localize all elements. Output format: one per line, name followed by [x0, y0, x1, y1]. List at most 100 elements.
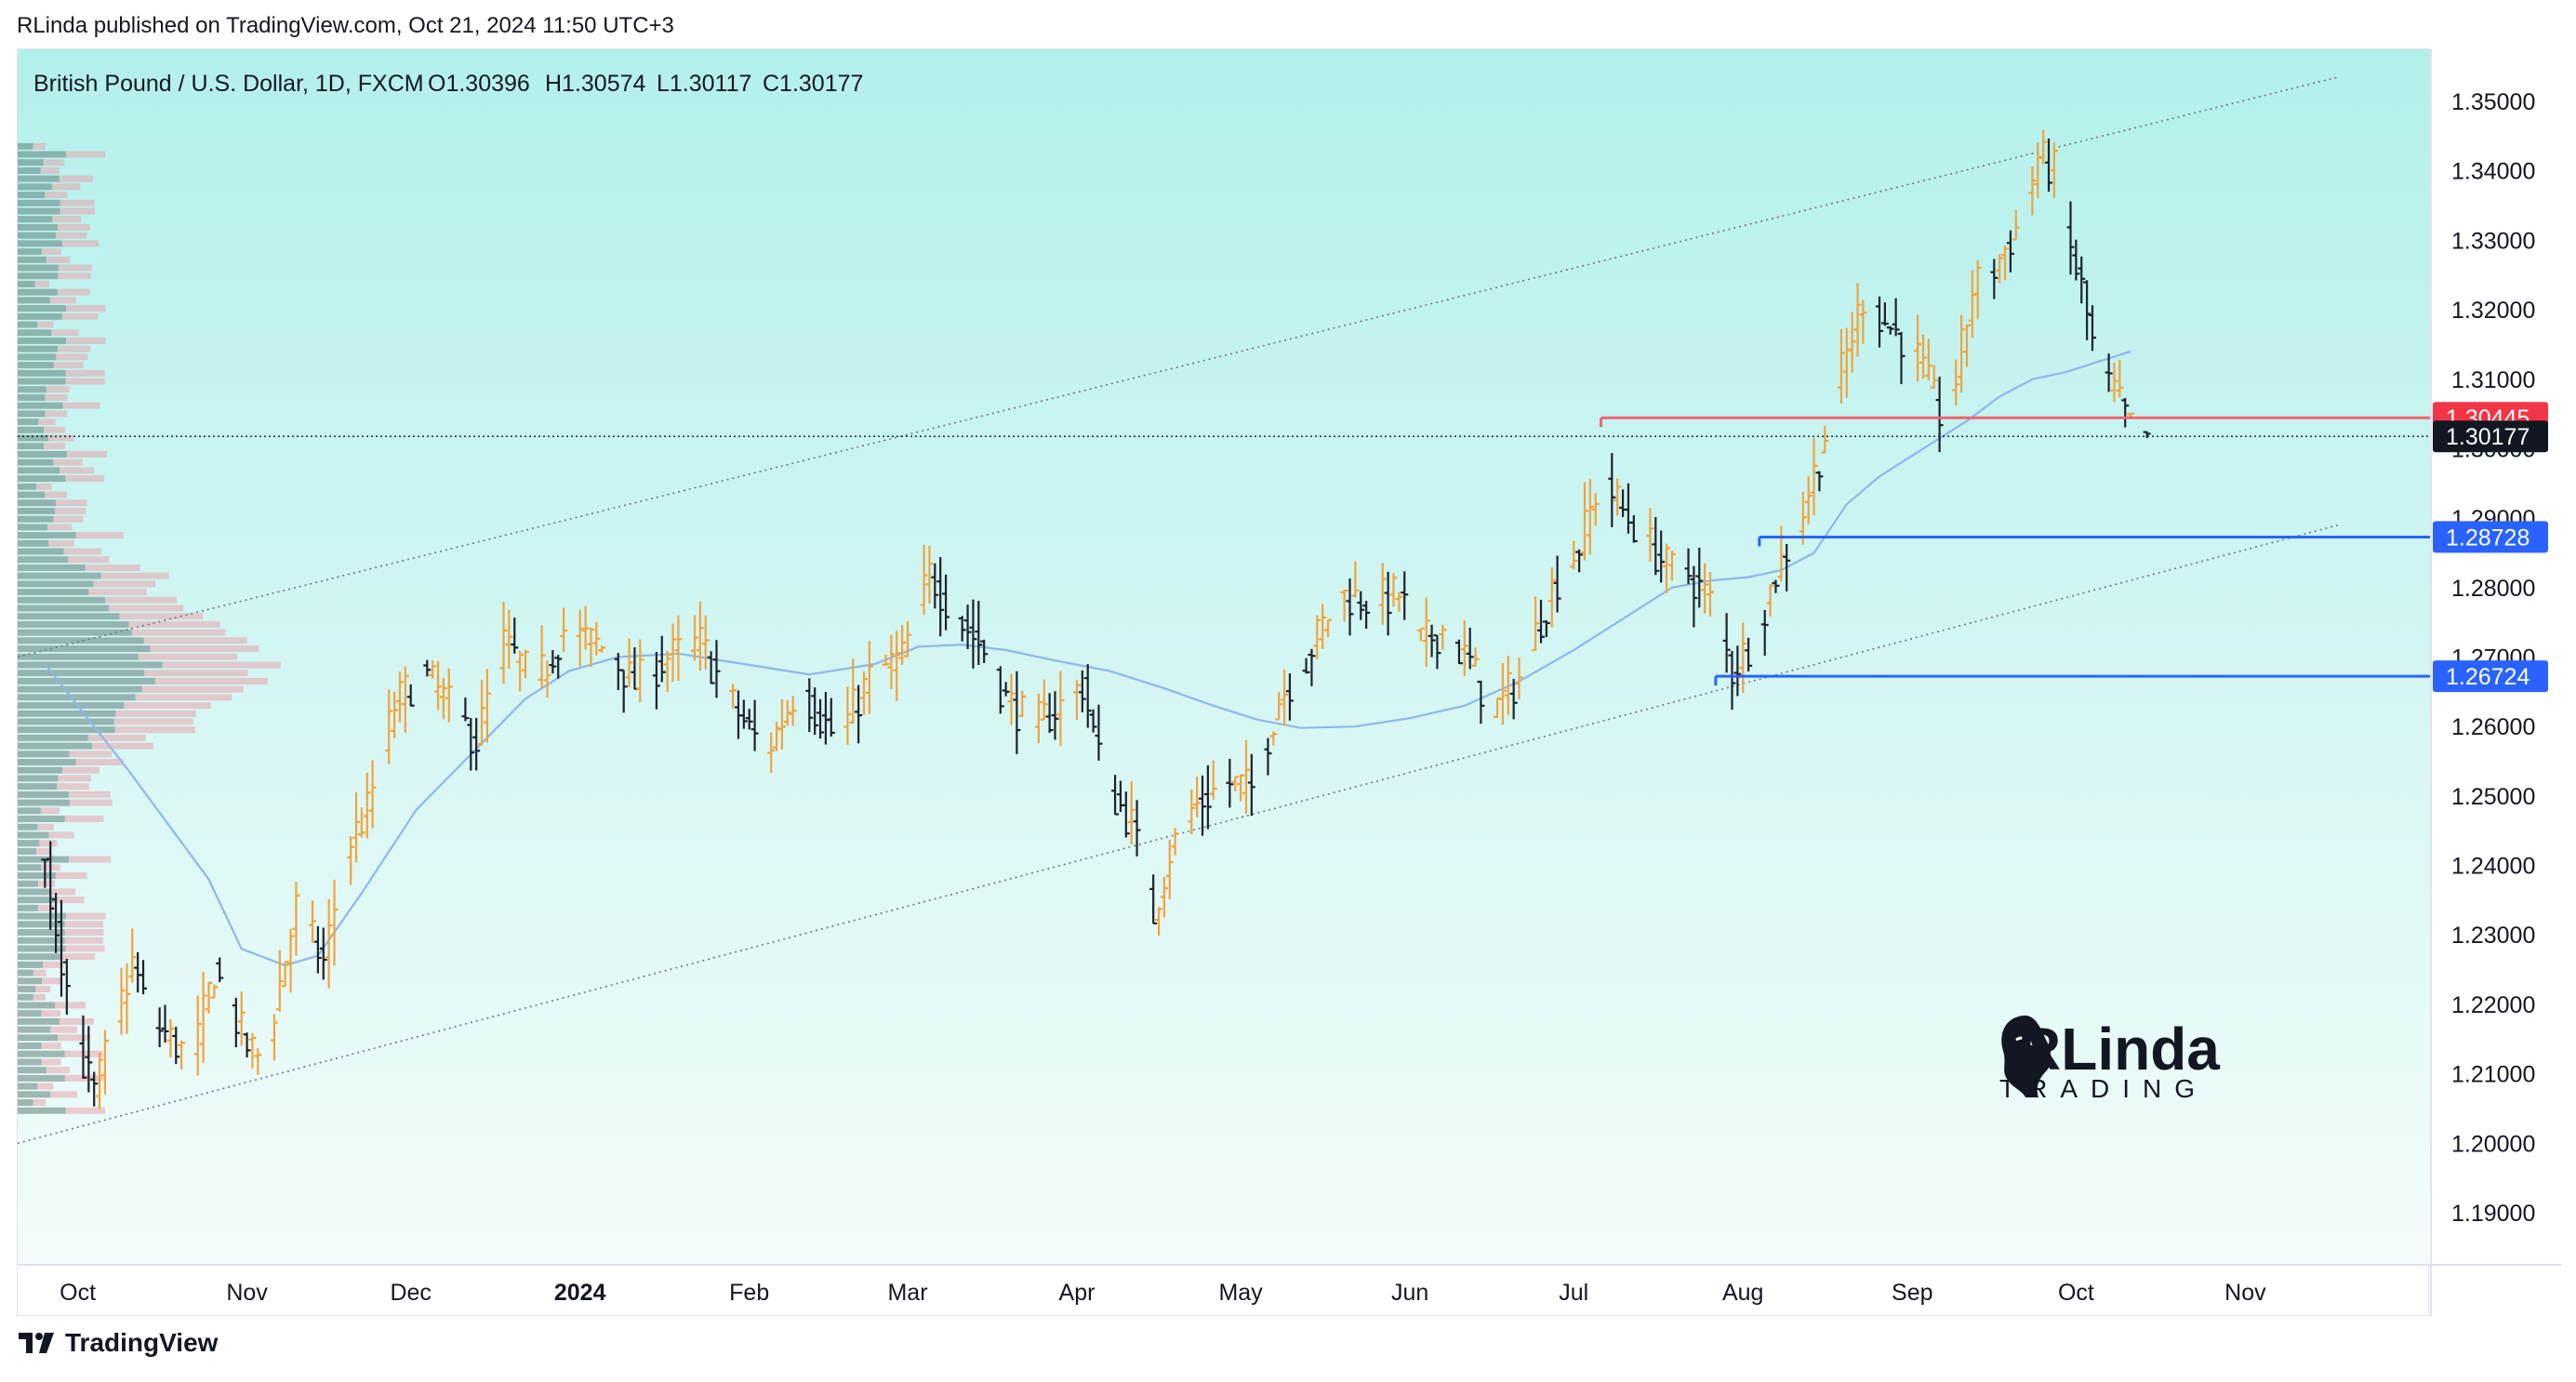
- ohlc-bar-down: [461, 698, 470, 722]
- volume-row-down: [128, 620, 220, 628]
- volume-row-up: [18, 142, 33, 150]
- ohlc-bar-up: [516, 650, 524, 692]
- volume-row-down: [44, 426, 65, 433]
- ohlc-bar-down: [619, 669, 628, 713]
- volume-row-down: [52, 216, 81, 223]
- volume-row-down: [60, 467, 95, 474]
- time-tick-label: Oct: [60, 1280, 96, 1306]
- volume-row-up: [18, 645, 151, 653]
- price-tick-label: 1.25000: [2451, 784, 2535, 810]
- volume-row-down: [87, 734, 146, 741]
- ohlc-bar-down: [1199, 775, 1207, 836]
- volume-row-down: [42, 977, 62, 985]
- ohlc-bar-up: [587, 627, 595, 668]
- ohlc-bar-up: [248, 1032, 257, 1069]
- volume-row-down: [38, 880, 56, 887]
- footer-brand[interactable]: TradingView: [17, 1328, 218, 1358]
- ohlc-bar-down: [652, 651, 660, 710]
- horizontal-levels: [18, 416, 2431, 686]
- ohlc-bar-up: [777, 698, 786, 750]
- ohlc-bar-down: [406, 684, 415, 707]
- ohlc-bar-down: [1477, 680, 1485, 724]
- volume-row-up: [18, 345, 58, 352]
- ohlc-bar-down: [1745, 637, 1753, 671]
- volume-row-down: [131, 629, 226, 636]
- time-axis[interactable]: Oct Nov Dec 2024 Feb Mar Apr May Jun Jul Aug Sep Oct…: [60, 1280, 2266, 1306]
- volume-row-up: [18, 248, 42, 256]
- ohlc-chart[interactable]: British Pound / U.S. Dollar, 1D, FXCM O1…: [0, 0, 2576, 1321]
- ohlc-bar-up: [1591, 493, 1600, 526]
- price-tick-label: 1.35000: [2451, 89, 2535, 115]
- ohlc-bar-up: [625, 638, 633, 687]
- ohlc-bar-down: [811, 687, 819, 736]
- ohlc-bar-up: [434, 660, 443, 711]
- ohlc-bar-down: [161, 1004, 169, 1043]
- price-axis-panel[interactable]: [2431, 49, 2561, 1265]
- volume-row-down: [64, 816, 104, 823]
- ohlc-bar-up: [1853, 283, 1862, 357]
- support-level-upper-tag: [2433, 521, 2548, 553]
- ohlc-bar-up: [1930, 365, 1938, 389]
- volume-row-up: [18, 816, 65, 823]
- volume-row-down: [60, 1017, 94, 1025]
- volume-row-down: [124, 702, 211, 710]
- ohlc-bar-down: [216, 957, 224, 983]
- volume-row-up: [18, 847, 36, 855]
- volume-row-down: [55, 1002, 86, 1009]
- ohlc-bar-down: [996, 666, 1004, 714]
- ohlc-bar-down: [1728, 650, 1736, 711]
- volume-row-down: [58, 345, 91, 352]
- ohlc-bar-down: [62, 958, 71, 1015]
- ohlc-bar-up: [1439, 624, 1447, 650]
- volume-row-up: [18, 993, 33, 1001]
- volume-row-up: [18, 1017, 60, 1025]
- time-tick-label: Dec: [390, 1280, 431, 1306]
- volume-row-up: [18, 1107, 66, 1114]
- volume-row-down: [75, 759, 124, 766]
- ohlc-bar-up: [729, 684, 737, 709]
- volume-row-up: [18, 637, 144, 644]
- volume-row-down: [53, 458, 83, 466]
- ohlc-bar-down: [57, 899, 65, 997]
- volume-row-down: [69, 856, 112, 863]
- volume-row-up: [18, 483, 37, 490]
- time-tick-label: Oct: [2058, 1280, 2094, 1306]
- volume-row-down: [45, 410, 68, 418]
- volume-row-up: [18, 1043, 42, 1050]
- rlinda-watermark: RLinda TRADING: [1999, 1016, 2220, 1103]
- volume-row-up: [18, 775, 59, 782]
- ohlc-bar-up: [1471, 647, 1480, 667]
- ohlc-bar-down: [942, 574, 950, 631]
- ohlc-bar-up: [1777, 525, 1786, 582]
- volume-row-up: [18, 1058, 42, 1066]
- ohlc-bar-down: [936, 556, 945, 637]
- price-tick-label: 1.31000: [2451, 367, 2535, 393]
- ohlc-bar-down: [969, 599, 977, 669]
- volume-row-down: [60, 199, 95, 206]
- volume-row-up: [18, 921, 65, 928]
- volume-row-up: [18, 929, 65, 937]
- volume-row-down: [33, 993, 46, 1001]
- ohlc-bar-down: [707, 651, 715, 684]
- ohlc-bar-up: [445, 668, 453, 723]
- ohlc-bar-up: [773, 721, 781, 751]
- volume-row-up: [18, 280, 35, 287]
- ohlc-bar-up: [1613, 478, 1622, 516]
- time-tick-label: Nov: [2224, 1280, 2266, 1306]
- volume-row-up: [18, 831, 49, 839]
- volume-row-down: [115, 710, 196, 717]
- ohlc-bar-up: [581, 605, 590, 650]
- volume-row-down: [138, 653, 237, 660]
- ohlc-bar-down: [980, 639, 989, 663]
- chart-title: British Pound / U.S. Dollar, 1D, FXCM: [33, 71, 424, 97]
- ohlc-bar-up: [1848, 312, 1856, 373]
- ohlc-bar-down: [243, 1032, 251, 1058]
- ohlc-bar-up: [347, 836, 355, 885]
- ohlc-bar-down: [85, 1026, 93, 1093]
- volume-row-down: [135, 694, 232, 701]
- volume-profile: [18, 142, 281, 1114]
- volume-row-up: [18, 726, 115, 734]
- volume-row-up: [18, 1067, 46, 1074]
- volume-row-down: [61, 312, 99, 320]
- ohlc-bar-up: [865, 641, 873, 714]
